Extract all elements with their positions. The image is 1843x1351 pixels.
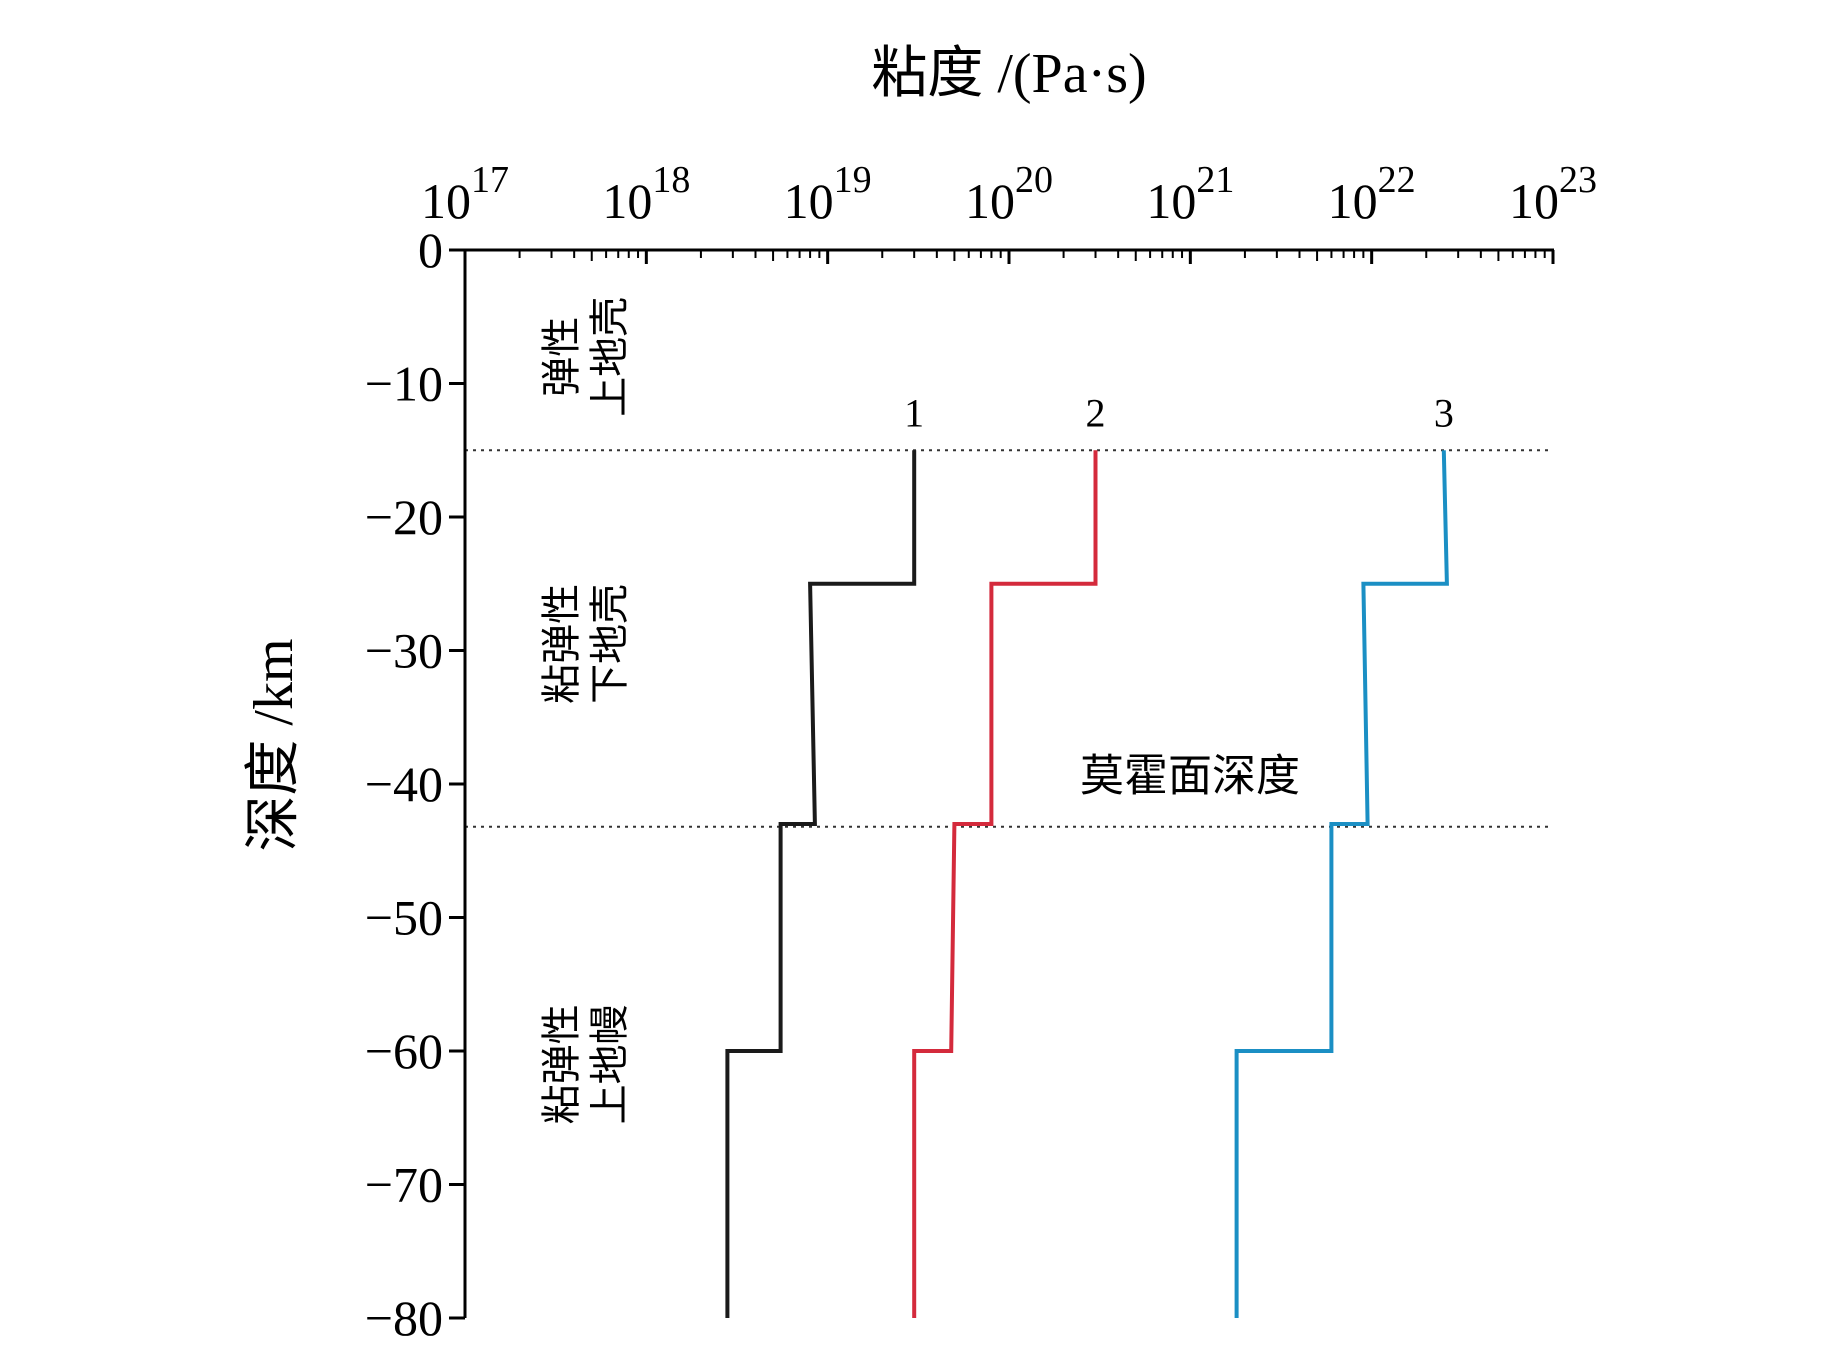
series-line-2 xyxy=(912,450,1098,1318)
x-tick-label: 1017 xyxy=(421,159,509,229)
y-tick-label: −50 xyxy=(365,890,443,946)
x-tick-label: 1019 xyxy=(784,159,872,229)
reference-lines xyxy=(465,449,1553,828)
y-tick-label: −70 xyxy=(365,1157,443,1213)
series-lines xyxy=(725,450,1449,1318)
zone-label-3-line-1: 粘弹性 xyxy=(539,1004,584,1124)
labels: 1017 1018 1019 1020 1021 1022 1023 0 −10 −20 −30 −4… xyxy=(243,43,1597,1346)
series-label-2: 2 xyxy=(1086,390,1106,435)
series-line-1 xyxy=(725,450,917,1318)
zone-label-2-line-1: 粘弹性 xyxy=(539,584,584,704)
y-tick-label: −20 xyxy=(365,489,443,545)
series-label-1: 1 xyxy=(904,390,924,435)
y-tick-label: 0 xyxy=(418,222,443,278)
y-axis-title: 深度 /km xyxy=(243,638,305,851)
x-tick-label: 1021 xyxy=(1146,159,1234,229)
series-line-3 xyxy=(1234,450,1449,1318)
moho-label: 莫霍面深度 xyxy=(1080,752,1300,801)
zone-label-1-line-2: 上地壳 xyxy=(587,297,632,417)
x-tick-label: 1020 xyxy=(965,159,1053,229)
axes xyxy=(449,248,1555,1320)
x-tick-label: 1023 xyxy=(1509,159,1597,229)
zone-label-1-line-1: 弹性 xyxy=(539,317,584,397)
y-tick-label: −30 xyxy=(365,623,443,679)
y-tick-label: −80 xyxy=(365,1290,443,1346)
series-label-3: 3 xyxy=(1434,390,1454,435)
y-tick-label: −60 xyxy=(365,1023,443,1079)
zone-label-3-line-2: 上地幔 xyxy=(587,1004,632,1124)
y-tick-label: −10 xyxy=(365,356,443,412)
zone-label-2-line-2: 下地壳 xyxy=(587,584,632,704)
x-tick-label: 1018 xyxy=(602,159,690,229)
x-axis-title: 粘度 /(Pa·s) xyxy=(871,43,1146,105)
y-tick-label: −40 xyxy=(365,756,443,812)
x-tick-label: 1022 xyxy=(1328,159,1416,229)
